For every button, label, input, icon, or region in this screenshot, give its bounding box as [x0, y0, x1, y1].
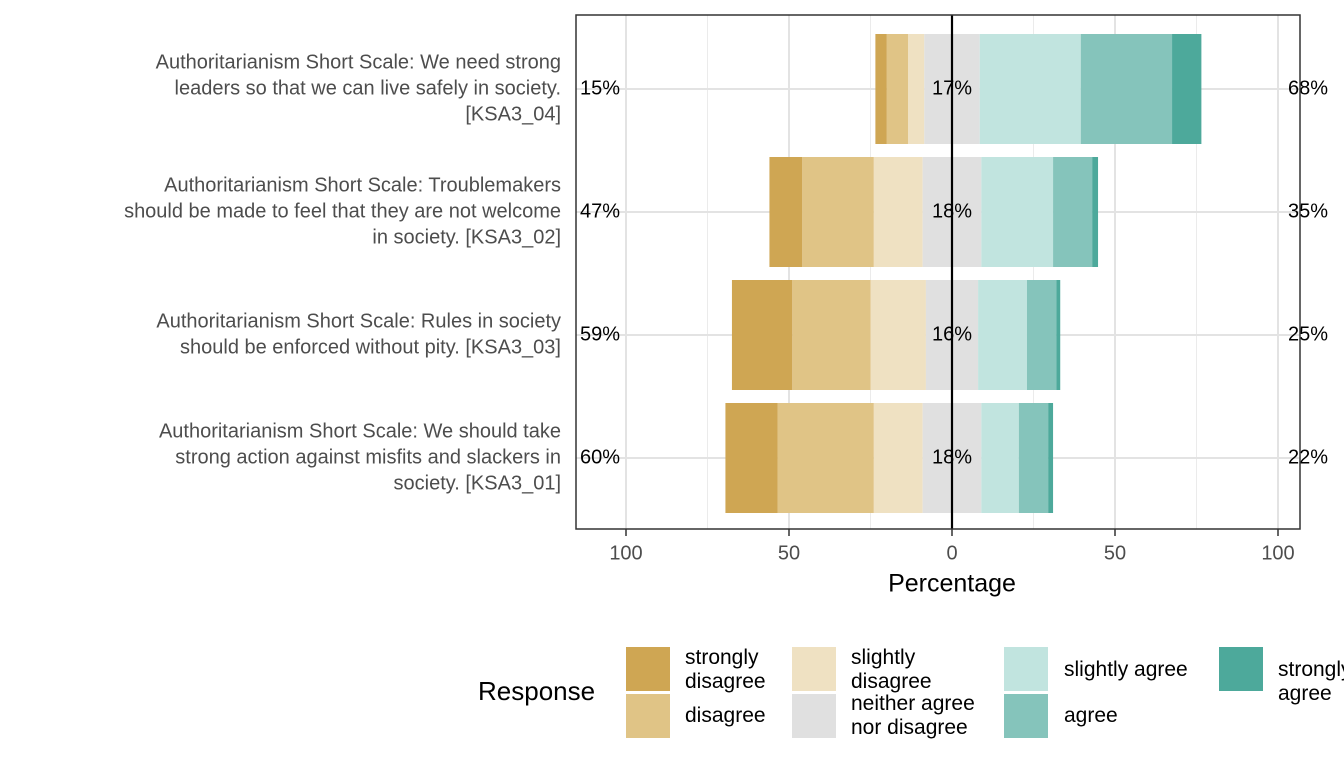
item-label-line: society. [KSA3_01]	[394, 472, 562, 494]
bar-segment	[792, 280, 871, 390]
x-tick-label: 50	[778, 542, 800, 564]
bar-segment	[978, 280, 1027, 390]
item-label-line: [KSA3_04]	[465, 103, 561, 125]
bar-segment	[907, 34, 925, 144]
x-tick-label: 50	[1104, 542, 1126, 564]
bar-segment	[1048, 403, 1054, 513]
legend-key	[1219, 647, 1263, 691]
bar-segment	[1026, 280, 1057, 390]
x-tick-label: 100	[1261, 542, 1294, 564]
legend-label: agree	[1064, 704, 1118, 727]
bar-segment	[1080, 34, 1173, 144]
item-label-line: Authoritarianism Short Scale: We should …	[159, 420, 561, 442]
x-tick-label: 100	[609, 542, 642, 564]
overlay-layer: 15% 17% 68% 47% 18% 35% 59% 16% 25% 60% 18% 22%	[580, 15, 1328, 529]
legend-label: strongly disagree	[685, 646, 766, 693]
bar-segment	[981, 157, 1054, 267]
bar-segment	[981, 403, 1019, 513]
bar-segment	[725, 403, 778, 513]
legend-key	[626, 694, 670, 738]
legend-key	[1004, 694, 1048, 738]
legend-title: Response	[478, 676, 595, 706]
bar-segment	[979, 34, 1081, 144]
center-percent-label: 18%	[932, 200, 972, 222]
item-label-line: Authoritarianism Short Scale: Troublemak…	[164, 174, 561, 196]
item-label-line: Authoritarianism Short Scale: We need st…	[156, 51, 561, 73]
bars-layer	[725, 34, 1202, 513]
center-percent-label: 17%	[932, 77, 972, 99]
bar-segment	[802, 157, 874, 267]
legend-key	[1004, 647, 1048, 691]
center-percent-label: 18%	[932, 446, 972, 468]
legend-key	[626, 647, 670, 691]
legend-key	[792, 647, 836, 691]
bar-segment	[1092, 157, 1099, 267]
right-percent-label: 68%	[1288, 77, 1328, 99]
item-label-line: Authoritarianism Short Scale: Rules in s…	[156, 310, 561, 332]
item-label-line: strong action against misfits and slacke…	[175, 446, 561, 468]
center-percent-label: 16%	[932, 323, 972, 345]
bar-segment	[1018, 403, 1049, 513]
bar-segment	[731, 280, 793, 390]
legend-label: disagree	[685, 704, 766, 727]
left-percent-label: 47%	[580, 200, 620, 222]
legend-label: neither agree nor disagree	[851, 692, 975, 739]
left-percent-label: 59%	[580, 323, 620, 345]
bar-segment	[873, 403, 923, 513]
left-percent-label: 15%	[580, 77, 620, 99]
legend-label: slightly disagree	[851, 646, 932, 693]
item-label-line: should be enforced without pity. [KSA3_0…	[180, 336, 561, 358]
legend-key	[792, 694, 836, 738]
bar-segment	[1053, 157, 1093, 267]
bar-segment	[870, 280, 926, 390]
x-axis-title: Percentage	[888, 570, 1016, 598]
bar-segment	[873, 157, 923, 267]
bar-segment	[769, 157, 803, 267]
right-percent-label: 22%	[1288, 446, 1328, 468]
x-tick-label: 0	[946, 542, 957, 564]
legend-label: strongly agree	[1278, 658, 1344, 705]
left-percent-label: 60%	[580, 446, 620, 468]
bar-segment	[1056, 280, 1061, 390]
legend: Response	[478, 647, 1263, 738]
bar-segment	[875, 34, 887, 144]
panel-border	[575, 14, 1301, 530]
right-percent-label: 25%	[1288, 323, 1328, 345]
axes-layer: Authoritarianism Short Scale: We need st…	[124, 51, 1295, 597]
item-label-line: in society. [KSA3_02]	[372, 226, 561, 248]
bar-segment	[1172, 34, 1202, 144]
right-percent-label: 35%	[1288, 200, 1328, 222]
bar-segment	[777, 403, 874, 513]
item-label-line: should be made to feel that they are not…	[124, 200, 561, 222]
bar-segment	[886, 34, 908, 144]
item-label-line: leaders so that we can live safely in so…	[175, 77, 561, 99]
legend-label: slightly agree	[1064, 658, 1188, 681]
